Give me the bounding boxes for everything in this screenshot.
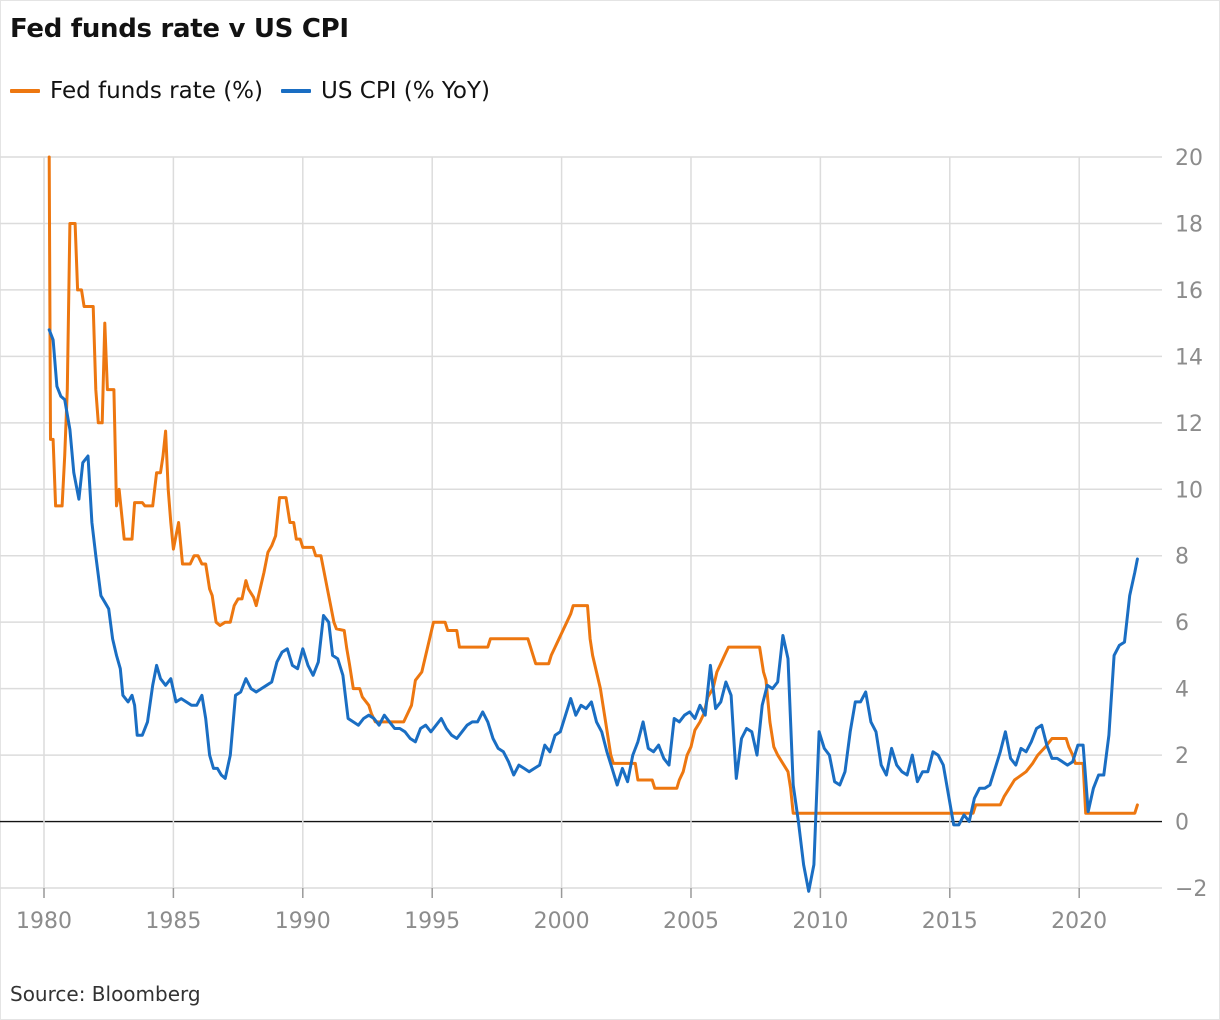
x-tick-label: 2000 — [534, 909, 590, 934]
legend-swatch-fed-funds — [10, 89, 40, 93]
y-tick-label: 2 — [1175, 744, 1189, 769]
y-tick-label: 10 — [1175, 478, 1203, 503]
y-tick-label: 0 — [1175, 811, 1189, 836]
y-tick-label: 8 — [1175, 545, 1189, 570]
line-chart: −2 0 2 4 6 8 10 12 14 16 18 20 1980 1985 1990 1995 2000 2… — [0, 146, 1207, 934]
y-tick-label: 16 — [1175, 279, 1203, 304]
y-tick-label: 6 — [1175, 611, 1189, 636]
x-tick-label: 1985 — [145, 909, 201, 934]
x-tick-label: 2020 — [1051, 909, 1107, 934]
x-tick-label: 1980 — [16, 909, 72, 934]
legend-swatch-us-cpi — [281, 89, 312, 93]
x-tick-label: 2005 — [663, 909, 719, 934]
y-tick-label: 4 — [1175, 678, 1189, 703]
y-tick-label: 18 — [1175, 212, 1203, 237]
y-tick-label: 14 — [1175, 345, 1203, 370]
x-tick-label: 2015 — [922, 909, 978, 934]
x-tick-label: 2010 — [792, 909, 848, 934]
chart-title: Fed funds rate v US CPI — [10, 14, 349, 44]
legend-item-us-cpi: US CPI (% YoY) — [281, 78, 490, 104]
legend-label-fed-funds: Fed funds rate (%) — [50, 78, 264, 104]
y-tick-label: −2 — [1175, 877, 1207, 902]
x-tick-label: 1995 — [404, 909, 460, 934]
series-line-us-cpi — [47, 328, 1139, 893]
legend: Fed funds rate (%) US CPI (% YoY) — [10, 78, 508, 104]
x-tick-label: 1990 — [275, 909, 331, 934]
legend-item-fed-funds: Fed funds rate (%) — [10, 78, 263, 104]
legend-label-us-cpi: US CPI (% YoY) — [321, 78, 491, 104]
y-tick-label: 12 — [1175, 412, 1203, 437]
y-tick-label: 20 — [1175, 146, 1203, 171]
source-note: Source: Bloomberg — [10, 982, 201, 1006]
